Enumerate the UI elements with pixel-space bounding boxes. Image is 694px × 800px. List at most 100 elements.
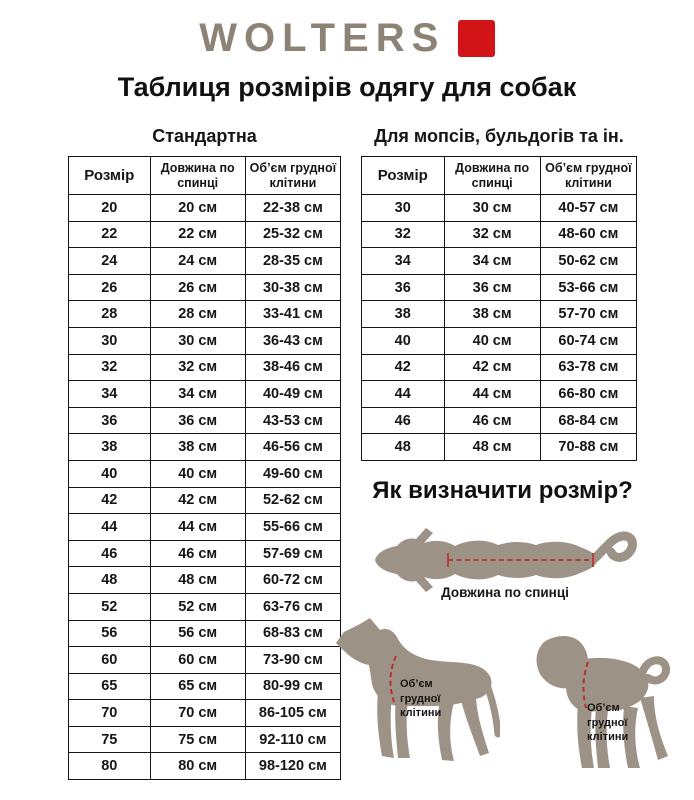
table-row: 36 36 см 43-53 см (68, 406, 342, 435)
table-cell: 34 см (149, 380, 246, 408)
table-row: 42 42 см 63-78 см (361, 353, 638, 382)
table-cell: 63-78 см (539, 353, 638, 382)
table-cell: 36-43 см (244, 326, 342, 355)
table-row: 42 42 см 52-62 см (68, 486, 342, 515)
table-cell: 22 (68, 220, 151, 249)
table-row: 30 30 см 36-43 см (68, 326, 342, 355)
table-cell: 52 см (149, 592, 246, 621)
back-length-label: Довжина по спинці (441, 585, 569, 600)
table-cell: 42 (68, 486, 151, 515)
table-cell: 34 (361, 247, 445, 275)
table-cell: 60-74 см (539, 326, 638, 355)
table-cell: 70 см (149, 699, 246, 727)
dog-side-view-icon (336, 618, 500, 761)
table-cell: 53-66 см (539, 273, 638, 302)
table-cell: 48-60 см (539, 220, 638, 249)
table-cell: 44 (68, 513, 151, 541)
table-cell: 32 (68, 353, 151, 382)
size-guide-illustrations: Довжина по спинці Об’єм грудної клітини … (330, 514, 694, 800)
table-cell: 40-49 см (244, 380, 342, 408)
table-cell: 48 см (149, 566, 246, 594)
table-cell: 38 (361, 300, 445, 328)
table-cell: 24 (68, 247, 151, 275)
table-cell: 30 (68, 326, 151, 355)
table-cell: 30-38 см (244, 273, 342, 302)
table-cell: 56 (68, 619, 151, 648)
table-cell: 65 (68, 672, 151, 701)
table-cell: 36 (68, 406, 151, 435)
column-header: Розмір (361, 156, 445, 195)
table-cell: 30 (361, 194, 445, 222)
table-cell: 75 (68, 725, 151, 754)
table-cell: 40 (361, 326, 445, 355)
table-cell: 38 (68, 433, 151, 461)
table-row: 44 44 см 66-80 см (361, 380, 638, 408)
table-cell: 66-80 см (539, 380, 638, 408)
table-body: 20 20 см 22-38 см 22 22 см 25-32 см 24 24 см 28-… (68, 194, 342, 781)
table-cell: 56 см (149, 619, 246, 648)
table-cell: 38 см (149, 433, 246, 461)
dog-rear-leg (623, 706, 640, 768)
table-cell: 30 см (443, 194, 541, 222)
table-cell: 57-70 см (539, 300, 638, 328)
dog-tail (480, 674, 500, 738)
dog-tail (590, 531, 637, 563)
table-cell: 34 см (443, 247, 541, 275)
table-cell: 44 см (443, 380, 541, 408)
table-cell: 32 см (149, 353, 246, 382)
table-cell: 36 (361, 273, 445, 302)
chest-girth-label: Об’єм грудної клітини (400, 678, 442, 720)
table-cell: 24 см (149, 247, 246, 275)
table-row: 40 40 см 60-74 см (361, 326, 638, 355)
table-cell: 46 (68, 539, 151, 568)
table-cell: 60-72 см (244, 566, 342, 594)
table-cell: 40 см (149, 459, 246, 488)
brand-logo: WOLTERS (0, 18, 694, 58)
table-cell: 46 (361, 406, 445, 435)
table-cell: 86-105 см (244, 699, 342, 727)
table-cell: 49-60 см (244, 459, 342, 488)
table-cell: 34 (68, 380, 151, 408)
pug-size-table: Розмір Довжина по спинці Об’єм грудної клі… (361, 156, 638, 461)
table-cell: 80 см (149, 752, 246, 781)
bulldog-side-view-icon (536, 636, 670, 768)
header-row: Розмір Довжина по спинці Об’єм грудної клі… (68, 156, 342, 195)
dog-body (566, 657, 649, 712)
table-cell: 32 (361, 220, 445, 249)
column-header: Довжина по спинці (149, 156, 246, 195)
table-cell: 40 (68, 459, 151, 488)
table-row: 60 60 см 73-90 см (68, 646, 342, 674)
table-cell: 22 см (149, 220, 246, 249)
table-row: 20 20 см 22-38 см (68, 194, 342, 222)
table-cell: 38-46 см (244, 353, 342, 382)
table-row: 80 80 см 98-120 см (68, 752, 342, 781)
table-cell: 40 см (443, 326, 541, 355)
table-cell: 26 (68, 273, 151, 302)
table-row: 70 70 см 86-105 см (68, 699, 342, 727)
table-cell: 48 (68, 566, 151, 594)
table-cell: 44 (361, 380, 445, 408)
table-cell: 80 (68, 752, 151, 781)
table-header: Розмір Довжина по спинці Об’єм грудної клі… (68, 156, 342, 195)
table-cell: 48 (361, 433, 445, 461)
column-header: Об’єм грудної клітини (244, 156, 342, 195)
table-cell: 73-90 см (244, 646, 342, 674)
dog-front-leg (595, 708, 610, 768)
table-row: 46 46 см 57-69 см (68, 539, 342, 568)
table-cell: 28 (68, 300, 151, 328)
table-cell: 38 см (443, 300, 541, 328)
table-cell: 75 см (149, 725, 246, 754)
table-cell: 42 (361, 353, 445, 382)
table-cell: 44 см (149, 513, 246, 541)
brand-logo-text: WOLTERS (199, 16, 446, 60)
table-row: 24 24 см 28-35 см (68, 247, 342, 275)
table-cell: 55-66 см (244, 513, 342, 541)
dog-rear-leg (640, 696, 668, 760)
table-cell: 22-38 см (244, 194, 342, 222)
table-cell: 70-88 см (539, 433, 638, 461)
table-cell: 52-62 см (244, 486, 342, 515)
table-cell: 46 см (443, 406, 541, 435)
dog-front-leg (377, 692, 394, 758)
table-row: 36 36 см 53-66 см (361, 273, 638, 302)
brand-logo-square (457, 19, 495, 57)
